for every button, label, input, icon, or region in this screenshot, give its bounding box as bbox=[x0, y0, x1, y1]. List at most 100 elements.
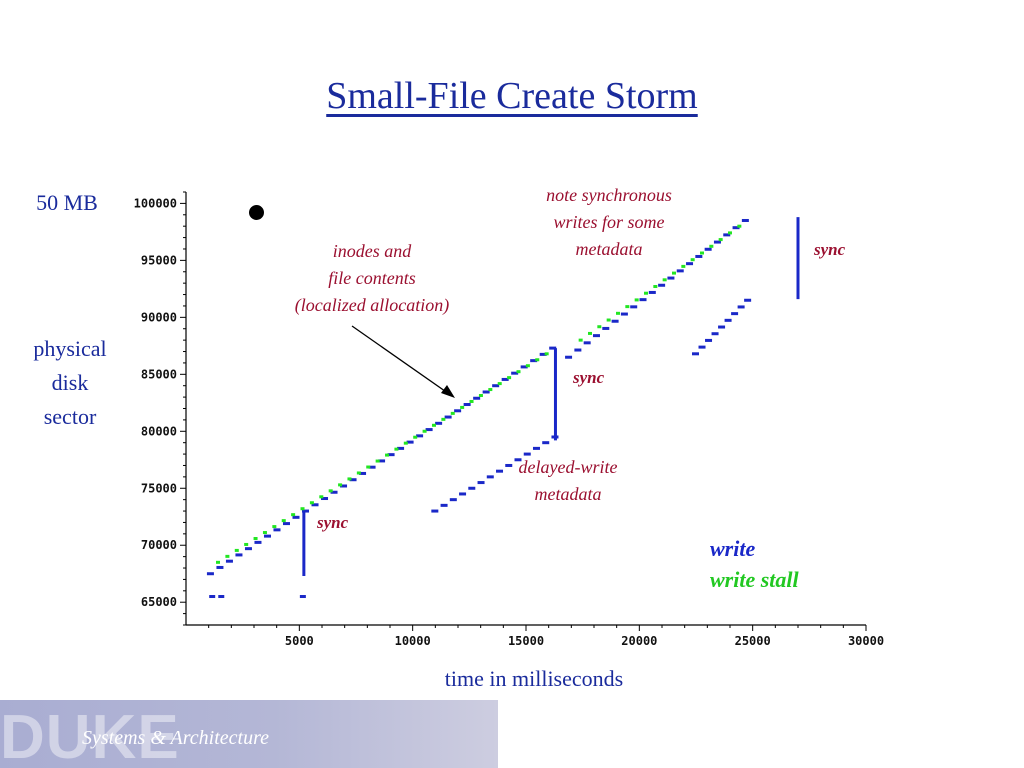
data-point bbox=[692, 352, 699, 356]
data-point bbox=[368, 465, 376, 469]
data-point bbox=[741, 218, 749, 222]
x-tick-label: 15000 bbox=[508, 634, 544, 648]
data-point bbox=[459, 492, 467, 496]
data-point bbox=[263, 534, 271, 538]
data-point bbox=[454, 409, 462, 413]
footer-text: Systems & Architecture bbox=[82, 727, 269, 749]
data-point bbox=[340, 484, 348, 488]
data-point bbox=[413, 435, 418, 439]
data-point bbox=[234, 548, 239, 552]
data-point bbox=[497, 382, 502, 386]
data-point bbox=[347, 477, 352, 481]
data-point bbox=[253, 536, 258, 540]
data-point bbox=[723, 233, 731, 237]
data-point bbox=[440, 503, 448, 507]
data-point bbox=[299, 595, 306, 599]
data-point bbox=[309, 501, 314, 505]
data-point bbox=[539, 352, 547, 356]
y-tick-label: 75000 bbox=[141, 481, 177, 495]
data-point bbox=[282, 522, 290, 526]
annotation-arrowhead bbox=[441, 385, 455, 398]
data-point bbox=[482, 390, 490, 394]
data-point bbox=[422, 429, 427, 433]
data-point bbox=[488, 388, 493, 392]
y-axis-label-line: sector bbox=[43, 404, 97, 429]
data-point bbox=[273, 528, 281, 532]
data-point bbox=[711, 332, 719, 336]
data-point bbox=[473, 396, 481, 400]
data-point bbox=[718, 238, 723, 242]
data-point bbox=[695, 254, 703, 258]
y-axis-label-line: disk bbox=[51, 370, 89, 395]
data-point bbox=[718, 325, 726, 329]
data-point bbox=[625, 305, 630, 309]
annotation-line: inodes and bbox=[332, 241, 412, 261]
data-point bbox=[244, 547, 252, 551]
x-tick-label: 30000 bbox=[848, 634, 884, 648]
data-point bbox=[639, 298, 647, 302]
data-point bbox=[731, 312, 739, 316]
data-point bbox=[281, 519, 286, 523]
y-tick-label: 80000 bbox=[141, 424, 177, 438]
y-tick-label: 85000 bbox=[141, 367, 177, 381]
data-point bbox=[602, 326, 610, 330]
x-tick-label: 10000 bbox=[395, 634, 431, 648]
x-axis-label: time in milliseconds bbox=[444, 666, 624, 691]
data-point bbox=[667, 276, 675, 280]
annotation-inodes: inodes and file contents (localized allo… bbox=[262, 238, 482, 319]
data-point bbox=[460, 405, 465, 409]
data-point bbox=[272, 525, 277, 529]
data-point bbox=[338, 483, 343, 487]
data-point bbox=[530, 359, 538, 363]
data-point bbox=[507, 376, 512, 380]
chart-axes: 65000 70000 75000 80000 85000 90000 95000 10000… bbox=[134, 191, 884, 648]
y-tick-label: 70000 bbox=[141, 538, 177, 552]
data-point bbox=[431, 423, 436, 427]
data-point bbox=[366, 465, 371, 469]
data-point bbox=[375, 459, 380, 463]
data-point bbox=[700, 251, 704, 255]
data-point bbox=[218, 595, 225, 599]
data-point bbox=[542, 441, 550, 445]
chart-marks bbox=[206, 217, 800, 599]
data-point bbox=[732, 226, 740, 230]
y-tick-label: 90000 bbox=[141, 310, 177, 324]
data-point bbox=[606, 318, 611, 322]
data-point bbox=[520, 365, 528, 369]
annotation-line: delayed-write bbox=[518, 457, 618, 477]
data-point bbox=[385, 453, 390, 457]
annotation-delayed-write: delayed-write metadata bbox=[488, 454, 648, 508]
data-point bbox=[574, 348, 582, 352]
data-point bbox=[588, 331, 592, 335]
legend-write-stall: write stall bbox=[710, 567, 799, 592]
y-tick-label: 65000 bbox=[141, 595, 177, 609]
data-point bbox=[262, 531, 267, 535]
data-point bbox=[616, 311, 620, 315]
data-point bbox=[709, 244, 714, 248]
data-point bbox=[514, 458, 522, 462]
data-point bbox=[463, 403, 471, 407]
data-point bbox=[578, 338, 583, 342]
data-point bbox=[394, 447, 399, 451]
annotation-line: metadata bbox=[575, 239, 643, 259]
data-point bbox=[349, 478, 357, 482]
data-point bbox=[523, 452, 531, 456]
data-point bbox=[653, 285, 658, 289]
annotation-line: (localized allocation) bbox=[294, 295, 450, 315]
data-point bbox=[302, 509, 310, 513]
annotation-line: note synchronous bbox=[546, 185, 672, 205]
data-point bbox=[403, 441, 408, 445]
x-tick-label: 25000 bbox=[735, 634, 771, 648]
data-point bbox=[444, 415, 452, 419]
bullet-dot bbox=[249, 205, 264, 220]
data-point bbox=[441, 417, 446, 421]
data-point bbox=[468, 486, 476, 490]
annotation-line: file contents bbox=[328, 268, 416, 288]
data-point bbox=[592, 334, 600, 338]
data-point bbox=[686, 262, 694, 266]
x-tick-label: 5000 bbox=[285, 634, 314, 648]
data-point bbox=[724, 318, 732, 322]
y-axis-label: physical disk sector bbox=[18, 332, 122, 434]
data-point bbox=[359, 471, 367, 475]
